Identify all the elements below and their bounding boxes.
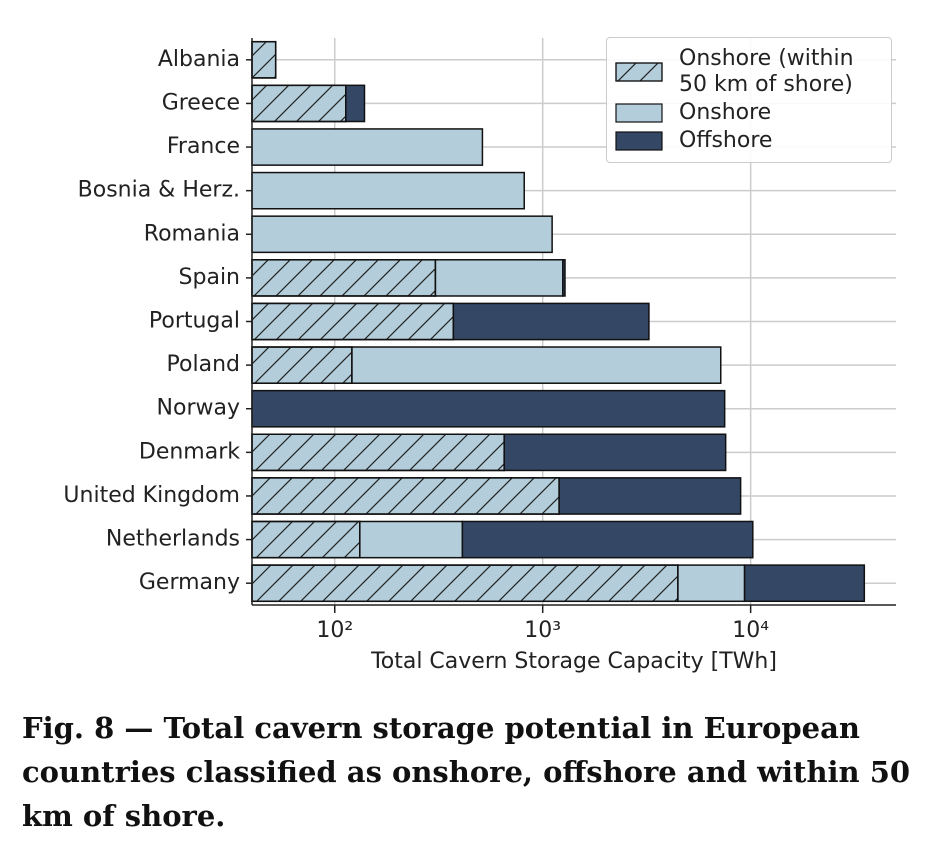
legend-swatch: [615, 62, 663, 82]
bar-segment: [351, 346, 722, 384]
bar-segment: [677, 564, 746, 603]
y-tick-label: United Kingdom: [63, 483, 240, 508]
y-tick-label: Portugal: [149, 309, 240, 334]
legend-swatch: [615, 103, 663, 123]
bar-hatch: [251, 259, 437, 297]
bar-hatch: [251, 477, 560, 515]
bar-segment: [562, 259, 566, 297]
legend-label: Offshore: [679, 128, 773, 153]
x-axis-label: Total Cavern Storage Capacity [TWh]: [370, 649, 777, 674]
legend-item: Onshore (within 50 km of shore): [615, 46, 883, 98]
y-tick-label: Germany: [139, 570, 240, 595]
y-tick-label: Greece: [162, 90, 240, 115]
y-tick-label: Albania: [158, 47, 240, 72]
y-tick-label: Poland: [167, 352, 240, 377]
bar-segment: [452, 302, 650, 341]
y-tick-label: Bosnia & Herz.: [78, 178, 240, 203]
bar-segment: [461, 520, 754, 559]
chart: Total Cavern Storage Capacity [TWh] 10² 1…: [63, 38, 896, 674]
x-tick-label: 10²: [316, 618, 353, 643]
legend-item: Offshore: [615, 128, 883, 154]
bar-hatch: [251, 40, 277, 79]
bar-hatch: [251, 346, 353, 384]
legend-swatch-fill: [615, 131, 663, 151]
legend-label: Onshore (within 50 km of shore): [679, 46, 854, 97]
bar-segment: [503, 433, 727, 472]
bar-segment: [434, 259, 564, 297]
bar-segment: [345, 84, 366, 123]
bar-segment: [558, 477, 742, 515]
bar-segment: [251, 128, 484, 166]
bar-segment: [743, 564, 866, 603]
bar-hatch: [251, 433, 505, 472]
bar-hatch: [251, 84, 347, 123]
legend: Onshore (within 50 km of shore) Onshore Of…: [606, 37, 892, 163]
legend-swatch-fill: [615, 103, 663, 123]
bar-segment: [251, 215, 553, 254]
y-tick-label: Spain: [179, 265, 240, 290]
bar-segment: [359, 520, 464, 559]
x-tick-label: 10⁴: [732, 618, 769, 643]
y-tick-label: Romania: [144, 221, 240, 246]
x-tick-label: 10³: [524, 618, 561, 643]
y-tick-label: Denmark: [139, 439, 240, 464]
bar-hatch: [251, 564, 679, 603]
bar-hatch: [251, 520, 361, 559]
y-tick-label: Norway: [157, 396, 240, 421]
bar-hatch: [251, 302, 455, 341]
y-tick-label: France: [167, 134, 240, 159]
legend-swatch-hatch: [615, 62, 663, 82]
legend-label: Onshore: [679, 100, 772, 125]
bar-segment: [251, 171, 525, 210]
legend-swatch: [615, 131, 663, 151]
caption: Fig. 8 — Total cavern storage potential …: [22, 711, 911, 833]
bar-segment: [251, 389, 726, 428]
y-tick-label: Netherlands: [106, 527, 240, 552]
legend-item: Onshore: [615, 100, 883, 126]
